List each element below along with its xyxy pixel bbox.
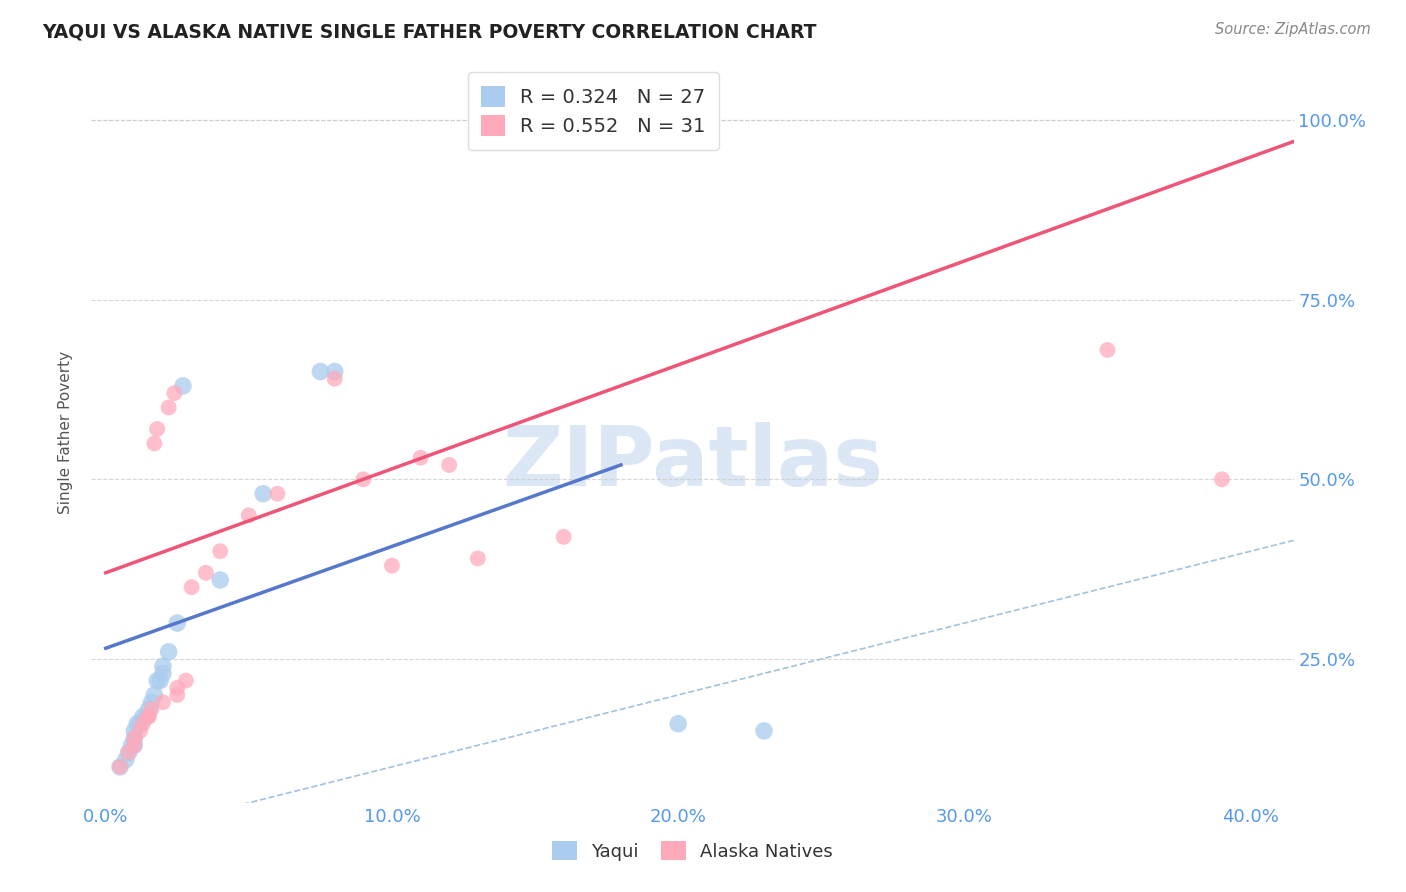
Point: [172, 379, 194, 393]
Point: [152, 666, 174, 681]
Point: [309, 365, 332, 379]
Text: ZIPatlas: ZIPatlas: [502, 422, 883, 503]
Point: [138, 709, 160, 723]
Point: [437, 458, 460, 472]
Legend: Yaqui, Alaska Natives: Yaqui, Alaska Natives: [544, 834, 841, 868]
Point: [108, 760, 131, 774]
Text: YAQUI VS ALASKA NATIVE SINGLE FATHER POVERTY CORRELATION CHART: YAQUI VS ALASKA NATIVE SINGLE FATHER POV…: [42, 22, 817, 41]
Point: [152, 695, 174, 709]
Point: [174, 673, 197, 688]
Point: [266, 486, 288, 500]
Point: [129, 716, 152, 731]
Point: [166, 688, 188, 702]
Point: [323, 365, 346, 379]
Point: [163, 386, 186, 401]
Point: [138, 702, 160, 716]
Point: [143, 688, 166, 702]
Point: [166, 681, 188, 695]
Point: [141, 695, 163, 709]
Point: [146, 673, 169, 688]
Point: [127, 716, 149, 731]
Point: [752, 723, 775, 738]
Point: [117, 746, 139, 760]
Point: [166, 616, 188, 631]
Point: [352, 472, 374, 486]
Point: [157, 401, 180, 415]
Point: [120, 739, 143, 753]
Point: [252, 486, 274, 500]
Point: [149, 673, 172, 688]
Point: [117, 746, 139, 760]
Text: Source: ZipAtlas.com: Source: ZipAtlas.com: [1215, 22, 1371, 37]
Point: [132, 716, 155, 731]
Point: [124, 731, 146, 745]
Point: [1097, 343, 1119, 357]
Point: [108, 760, 131, 774]
Point: [194, 566, 217, 580]
Point: [152, 659, 174, 673]
Point: [124, 731, 146, 745]
Point: [209, 573, 232, 587]
Point: [138, 709, 160, 723]
Point: [132, 709, 155, 723]
Point: [323, 372, 346, 386]
Point: [124, 739, 146, 753]
Point: [141, 702, 163, 716]
Point: [666, 716, 689, 731]
Point: [409, 450, 432, 465]
Point: [135, 709, 157, 723]
Point: [124, 723, 146, 738]
Point: [114, 753, 136, 767]
Point: [146, 422, 169, 436]
Point: [209, 544, 232, 558]
Point: [553, 530, 575, 544]
Point: [381, 558, 404, 573]
Point: [129, 723, 152, 738]
Point: [238, 508, 260, 523]
Point: [143, 436, 166, 450]
Point: [180, 580, 202, 594]
Point: [1211, 472, 1233, 486]
Y-axis label: Single Father Poverty: Single Father Poverty: [58, 351, 73, 514]
Point: [157, 645, 180, 659]
Point: [124, 739, 146, 753]
Point: [467, 551, 489, 566]
